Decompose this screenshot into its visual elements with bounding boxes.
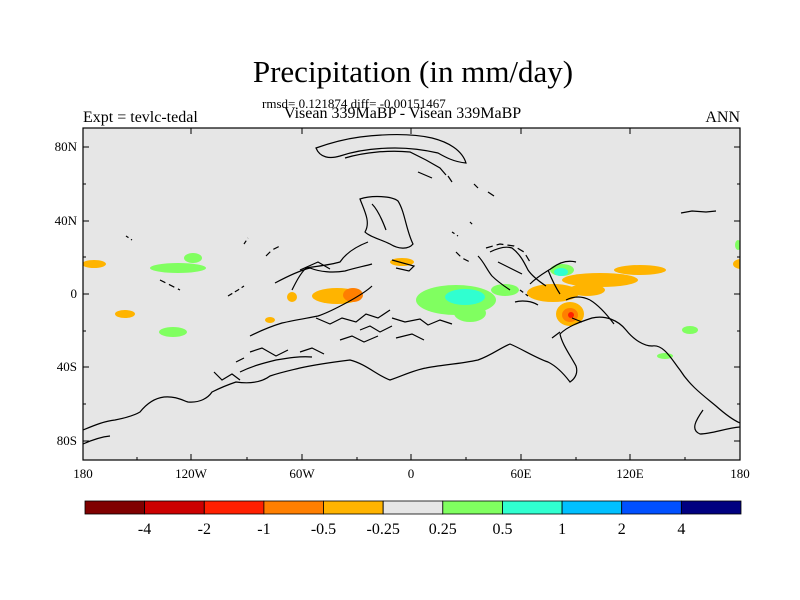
experiment-label: Expt = tevlc-tedal <box>83 109 198 126</box>
colorbar-label: 2 <box>618 521 626 538</box>
colorbar-swatch <box>263 500 324 515</box>
map-plot-area <box>83 128 740 460</box>
lat-tick-label: 80S <box>57 433 77 448</box>
colorbar-swatch <box>442 500 503 515</box>
colorbar-label: -0.25 <box>367 521 400 538</box>
longitude-ticks <box>136 128 686 460</box>
colorbar-label: 1 <box>558 521 566 538</box>
lat-tick-label: 0 <box>71 286 78 301</box>
coastlines <box>83 133 740 445</box>
lon-tick-label: 120W <box>175 466 208 481</box>
colorbar-swatch <box>323 500 384 515</box>
precipitation-anomaly-fills <box>83 240 740 359</box>
colorbar-label: -4 <box>138 521 151 538</box>
figure-subtitle: Visean 339MaBP - Visean 339MaBP <box>284 105 522 122</box>
colorbar-swatch <box>84 500 145 515</box>
lon-tick-label: 60W <box>289 466 315 481</box>
colorbar-label: -0.5 <box>311 521 336 538</box>
lat-tick-label: 80N <box>55 139 78 154</box>
colorbar-swatch <box>144 500 205 515</box>
colorbar-label: -1 <box>257 521 270 538</box>
colorbar-swatch <box>502 500 563 515</box>
colorbar <box>84 500 742 515</box>
colorbar-label: 0.25 <box>429 521 457 538</box>
colorbar-label: 0.5 <box>493 521 513 538</box>
lon-tick-label: 0 <box>408 466 415 481</box>
lon-tick-label: 180 <box>73 466 93 481</box>
colorbar-label: 4 <box>677 521 685 538</box>
season-label: ANN <box>705 109 740 126</box>
stats-text: rmsd= 0.121874 diff= -0.00151467 <box>262 96 446 111</box>
colorbar-swatch <box>681 500 742 515</box>
lon-tick-label: 60E <box>511 466 532 481</box>
lon-tick-label: 120E <box>616 466 644 481</box>
lat-tick-label: 40N <box>55 213 78 228</box>
lon-tick-label: 180 <box>730 466 750 481</box>
colorbar-swatch <box>621 500 682 515</box>
colorbar-label: -2 <box>198 521 211 538</box>
colorbar-swatch <box>203 500 265 515</box>
colorbar-swatch <box>561 500 623 515</box>
figure-title: Precipitation (in mm/day) <box>252 54 574 89</box>
colorbar-swatch <box>382 500 444 515</box>
latitude-ticks <box>83 146 740 442</box>
lat-tick-label: 40S <box>57 359 77 374</box>
